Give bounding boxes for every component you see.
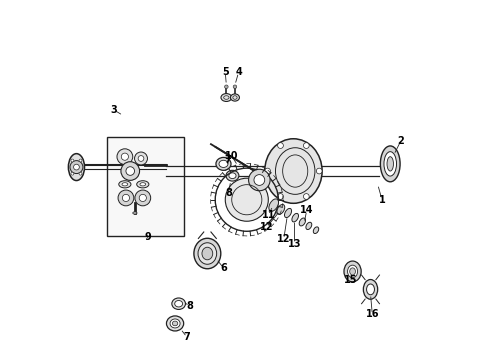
- Circle shape: [70, 161, 83, 174]
- Ellipse shape: [380, 146, 400, 182]
- Text: 8: 8: [225, 188, 232, 198]
- Text: 3: 3: [111, 105, 118, 115]
- Ellipse shape: [216, 157, 231, 170]
- Bar: [107, 137, 184, 235]
- Circle shape: [71, 159, 74, 162]
- Text: 6: 6: [220, 263, 227, 273]
- Circle shape: [139, 194, 147, 202]
- Ellipse shape: [137, 181, 149, 188]
- Ellipse shape: [140, 183, 146, 186]
- Circle shape: [265, 168, 270, 174]
- Circle shape: [248, 169, 270, 191]
- Text: 15: 15: [343, 275, 357, 285]
- Circle shape: [74, 164, 79, 170]
- Circle shape: [135, 190, 151, 206]
- Text: 8: 8: [186, 301, 193, 311]
- Ellipse shape: [344, 261, 361, 282]
- Ellipse shape: [347, 265, 358, 278]
- Text: 12: 12: [260, 222, 273, 232]
- Ellipse shape: [122, 183, 128, 186]
- Text: 1: 1: [379, 195, 385, 205]
- Circle shape: [71, 172, 74, 175]
- Text: 9: 9: [144, 232, 151, 242]
- Circle shape: [126, 167, 135, 175]
- Circle shape: [79, 172, 82, 175]
- Circle shape: [117, 149, 133, 165]
- Circle shape: [135, 152, 147, 165]
- Ellipse shape: [367, 284, 374, 295]
- Ellipse shape: [313, 227, 318, 234]
- Ellipse shape: [167, 316, 184, 331]
- Circle shape: [317, 168, 322, 174]
- Text: 2: 2: [397, 136, 404, 145]
- Ellipse shape: [299, 218, 306, 226]
- Ellipse shape: [172, 298, 186, 310]
- Circle shape: [122, 194, 129, 202]
- Ellipse shape: [119, 181, 131, 188]
- Circle shape: [79, 159, 82, 162]
- Circle shape: [118, 190, 134, 206]
- Ellipse shape: [387, 157, 393, 171]
- Circle shape: [303, 143, 309, 148]
- Text: 14: 14: [300, 206, 314, 216]
- Ellipse shape: [226, 170, 239, 181]
- Ellipse shape: [269, 199, 278, 211]
- Ellipse shape: [219, 160, 228, 167]
- Text: 4: 4: [235, 67, 242, 77]
- Circle shape: [225, 178, 269, 221]
- Ellipse shape: [292, 213, 298, 222]
- Text: 7: 7: [224, 155, 231, 165]
- Ellipse shape: [277, 204, 285, 214]
- Ellipse shape: [350, 268, 355, 275]
- Text: 13: 13: [288, 239, 301, 249]
- Text: 5: 5: [222, 67, 229, 77]
- Ellipse shape: [69, 154, 84, 180]
- Circle shape: [278, 194, 283, 199]
- Text: 12: 12: [277, 234, 291, 244]
- Ellipse shape: [306, 222, 312, 230]
- Circle shape: [303, 194, 309, 199]
- Circle shape: [233, 85, 237, 89]
- Circle shape: [254, 175, 265, 185]
- Text: 7: 7: [184, 332, 190, 342]
- Ellipse shape: [198, 243, 217, 264]
- Ellipse shape: [384, 152, 396, 176]
- Text: 10: 10: [224, 150, 238, 161]
- Ellipse shape: [194, 238, 221, 269]
- Circle shape: [224, 85, 228, 89]
- Circle shape: [122, 153, 128, 160]
- Ellipse shape: [172, 321, 178, 326]
- Ellipse shape: [175, 301, 183, 307]
- Text: 11: 11: [262, 210, 275, 220]
- Text: 16: 16: [366, 310, 379, 319]
- Circle shape: [278, 143, 283, 148]
- Ellipse shape: [364, 279, 378, 299]
- Ellipse shape: [202, 247, 213, 260]
- Ellipse shape: [221, 94, 232, 102]
- Ellipse shape: [170, 319, 180, 328]
- Ellipse shape: [265, 139, 322, 203]
- Ellipse shape: [285, 208, 292, 217]
- Ellipse shape: [133, 212, 137, 214]
- Ellipse shape: [229, 173, 236, 179]
- Ellipse shape: [230, 94, 240, 101]
- Circle shape: [121, 162, 140, 180]
- Circle shape: [138, 156, 144, 161]
